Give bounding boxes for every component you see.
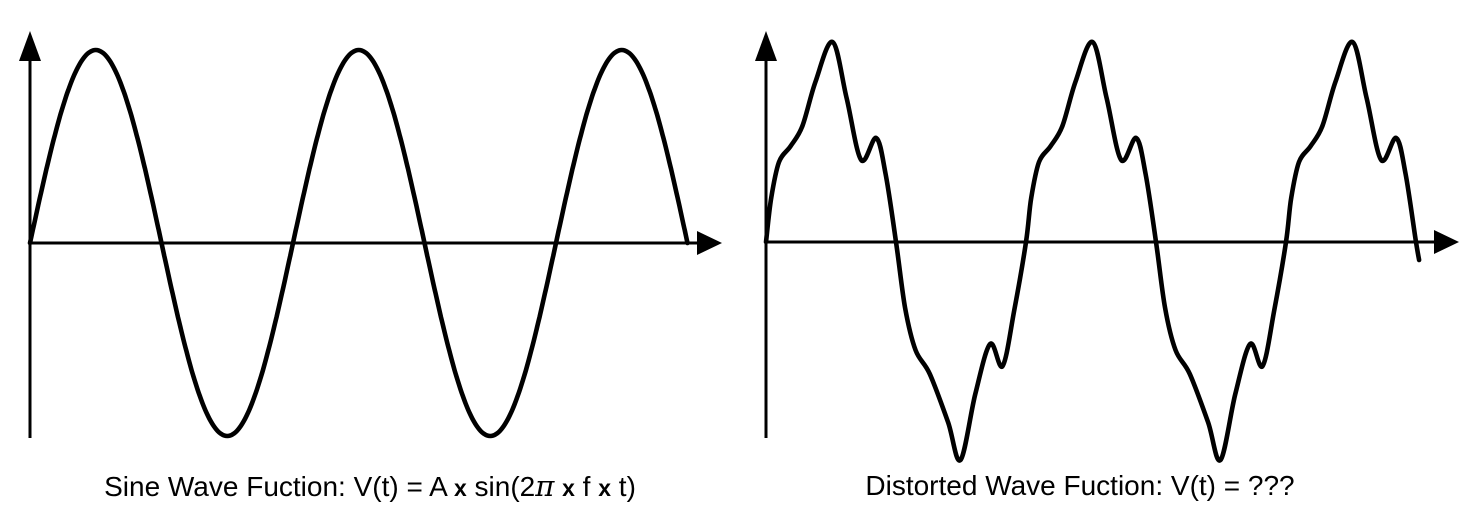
caption-text-run: x (562, 475, 575, 501)
sine-panel (19, 31, 722, 439)
distorted-panel (755, 31, 1459, 463)
caption-text-run: x (598, 475, 612, 501)
sine-y-axis-arrow-icon (19, 31, 41, 61)
caption-text-run: x (453, 475, 467, 501)
caption-text-run: t) (611, 471, 636, 502)
caption-text-run: Sine Wave Fuction: V(t) = A (104, 471, 454, 502)
caption-text-run: f (574, 471, 599, 502)
distorted-caption: Distorted Wave Fuction: V(t) = ??? (750, 469, 1410, 505)
caption-text-run: π (535, 469, 555, 503)
sine-x-axis-arrow-icon (697, 231, 722, 255)
distorted-y-axis-arrow-icon (755, 31, 777, 61)
caption-text-run (554, 471, 562, 502)
sine-wave-curve (27, 47, 690, 439)
sine-caption: Sine Wave Fuction: V(t) = A x sin(2π x f… (20, 469, 720, 505)
distorted-wave-curve (763, 39, 1422, 463)
caption-text-run: Distorted Wave Fuction: V(t) = ??? (865, 470, 1295, 501)
distorted-x-axis-arrow-icon (1434, 230, 1459, 254)
caption-text-run: sin(2 (466, 471, 536, 502)
